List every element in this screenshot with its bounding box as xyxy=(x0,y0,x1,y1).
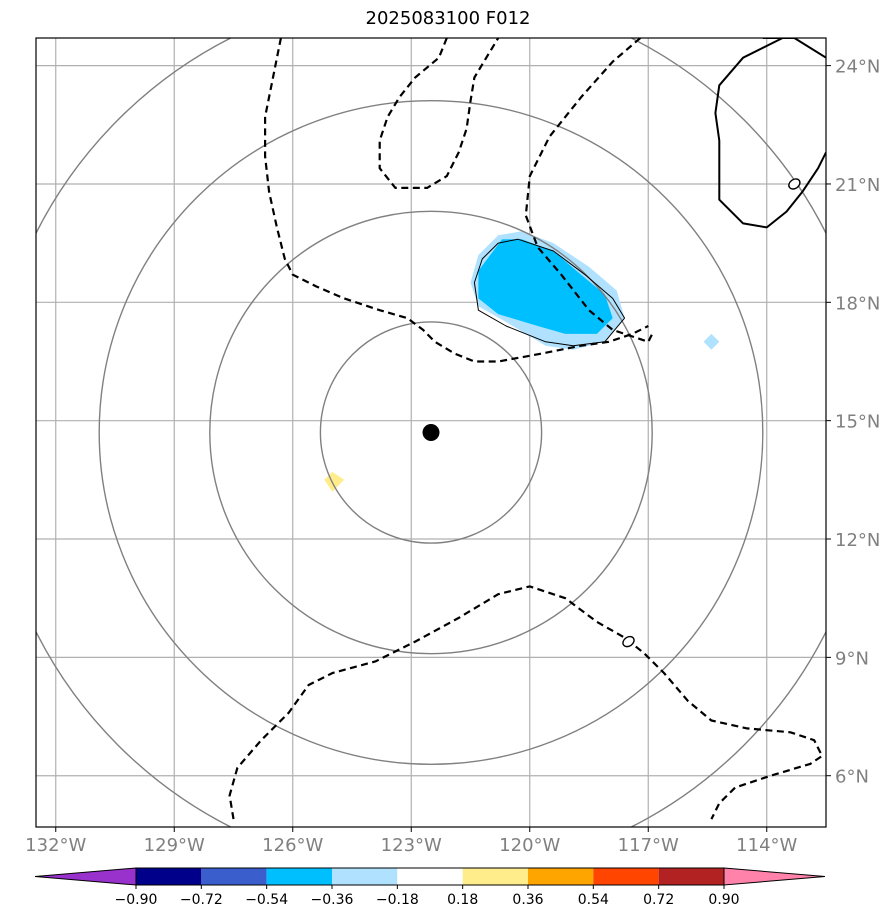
contour-lines xyxy=(228,38,826,820)
colorbar-label-5: 0.18 xyxy=(447,892,478,908)
axis-ticks: 132°W 129°W 126°W 123°W 120°W 117°W 114°W 6°N 9°… xyxy=(25,57,880,856)
range-ring-0 xyxy=(319,321,543,544)
storm-center-marker xyxy=(422,424,440,441)
x-tick-label-6: 114°W xyxy=(736,835,797,856)
y-tick-label-0: 6°N xyxy=(835,767,869,788)
colorbar-segment-5 xyxy=(462,868,528,885)
range-ring-1 xyxy=(209,210,653,655)
colorbar-label-8: 0.72 xyxy=(643,892,674,908)
x-tick-label-4: 120°W xyxy=(499,835,560,856)
y-tick-label-4: 18°N xyxy=(835,293,880,314)
colorbar-label-7: 0.54 xyxy=(578,892,609,908)
y-tick-label-1: 9°N xyxy=(835,648,869,669)
y-tick-label-5: 21°N xyxy=(835,175,880,196)
contour-line-2 xyxy=(762,38,826,59)
colorbar-label-4: −0.18 xyxy=(376,892,419,908)
colorbar-segment-4 xyxy=(397,868,463,885)
colorbar-label-3: −0.36 xyxy=(311,892,354,908)
colorbar-segment-0 xyxy=(136,868,202,885)
contour-labels xyxy=(622,178,801,648)
y-tick-label-2: 12°N xyxy=(835,530,880,551)
y-tick-label-3: 15°N xyxy=(835,412,880,433)
contour-line-4 xyxy=(378,38,500,189)
colorbar-extend-low xyxy=(34,867,137,886)
colorbar-segment-7 xyxy=(593,868,659,885)
contour-line-0 xyxy=(473,238,626,347)
chart-title: 2025083100 F012 xyxy=(365,8,531,29)
contour-label-1 xyxy=(788,178,801,190)
colorbar-segment-3 xyxy=(332,868,398,885)
x-tick-label-2: 126°W xyxy=(262,835,323,856)
range-ring-2 xyxy=(98,100,764,765)
filled-region-2 xyxy=(703,333,720,350)
colorbar-segment-8 xyxy=(658,868,724,885)
colorbar: −0.90 −0.72 −0.54 −0.36 −0.18 0.18 0.36 0.54 0.7… xyxy=(34,867,826,908)
filled-contours xyxy=(324,231,720,492)
gridlines xyxy=(36,38,826,827)
x-tick-label-1: 129°W xyxy=(144,835,205,856)
colorbar-label-6: 0.36 xyxy=(512,892,543,908)
x-tick-label-3: 123°W xyxy=(381,835,442,856)
range-rings xyxy=(36,38,826,827)
x-tick-label-5: 117°W xyxy=(618,835,679,856)
contour-line-5 xyxy=(524,38,654,343)
y-tick-label-6: 24°N xyxy=(835,57,880,78)
filled-region-1 xyxy=(478,239,613,334)
colorbar-label-2: −0.54 xyxy=(245,892,288,908)
contour-line-6 xyxy=(228,585,824,820)
colorbar-segment-2 xyxy=(266,868,332,885)
contour-line-1 xyxy=(714,38,826,229)
contour-line-3 xyxy=(264,38,649,363)
colorbar-label-1: −0.72 xyxy=(180,892,223,908)
contour-label-0 xyxy=(622,635,635,648)
colorbar-label-9: 0.90 xyxy=(708,892,739,908)
colorbar-extend-high xyxy=(723,867,826,886)
filled-region-3 xyxy=(324,471,345,492)
x-tick-label-0: 132°W xyxy=(25,835,86,856)
colorbar-label-0: −0.90 xyxy=(115,892,158,908)
plot-frame xyxy=(35,37,827,828)
colorbar-segment-1 xyxy=(201,868,267,885)
colorbar-segment-6 xyxy=(528,868,594,885)
colorbar-frame xyxy=(135,867,725,886)
